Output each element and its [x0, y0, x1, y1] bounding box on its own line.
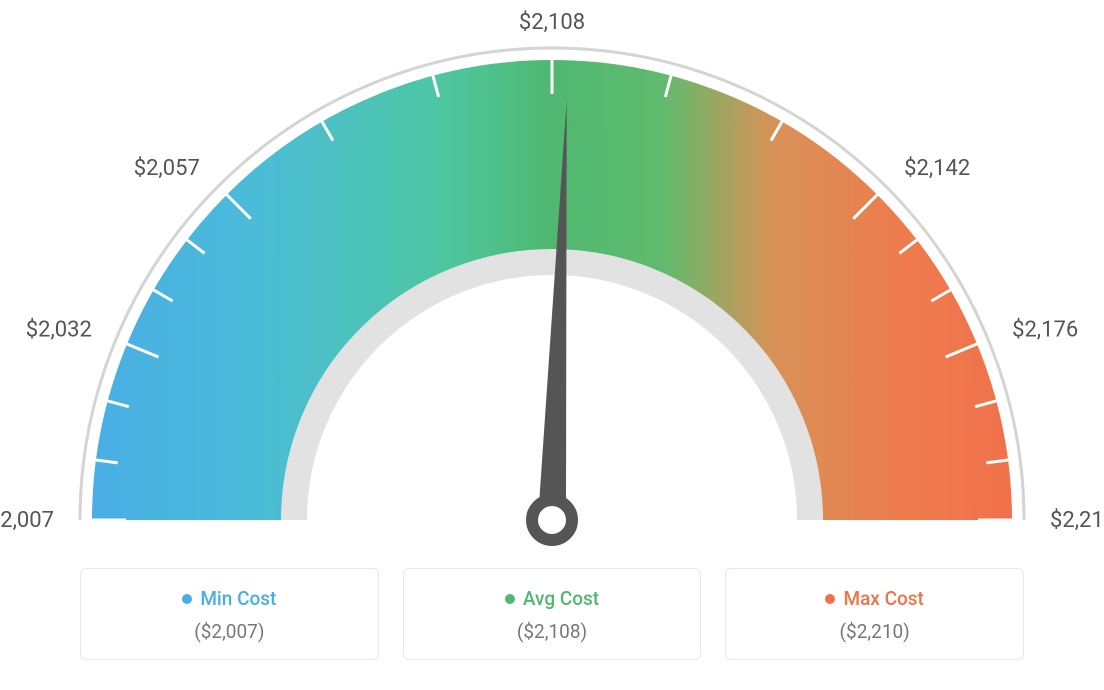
- legend-dot-avg: [505, 594, 515, 604]
- gauge-tick-label: $2,108: [519, 10, 585, 35]
- gauge-tick-label: $2,176: [1012, 317, 1078, 342]
- legend-label-avg: Avg Cost: [523, 587, 599, 610]
- gauge-tick-label: $2,057: [134, 156, 200, 181]
- gauge-tick-label: $2,142: [904, 156, 970, 181]
- legend-label-max: Max Cost: [843, 587, 923, 610]
- legend-dot-min: [182, 594, 192, 604]
- gauge-tick-label: $2,007: [0, 508, 54, 533]
- legend-dot-max: [825, 594, 835, 604]
- legend-box-avg: Avg Cost ($2,108): [403, 568, 702, 660]
- legend: Min Cost ($2,007) Avg Cost ($2,108) Max …: [80, 568, 1024, 660]
- legend-value-min: ($2,007): [91, 620, 368, 643]
- legend-value-max: ($2,210): [736, 620, 1013, 643]
- legend-label-min: Min Cost: [200, 587, 276, 610]
- legend-box-min: Min Cost ($2,007): [80, 568, 379, 660]
- legend-value-avg: ($2,108): [414, 620, 691, 643]
- gauge-needle-base: [532, 500, 572, 540]
- gauge-tick-label: $2,032: [26, 317, 92, 342]
- legend-box-max: Max Cost ($2,210): [725, 568, 1024, 660]
- gauge-tick-label: $2,210: [1050, 508, 1104, 533]
